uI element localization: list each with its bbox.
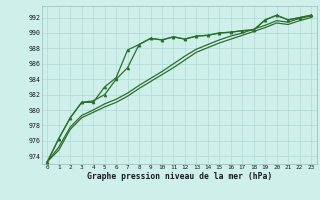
X-axis label: Graphe pression niveau de la mer (hPa): Graphe pression niveau de la mer (hPa) [87,172,272,181]
